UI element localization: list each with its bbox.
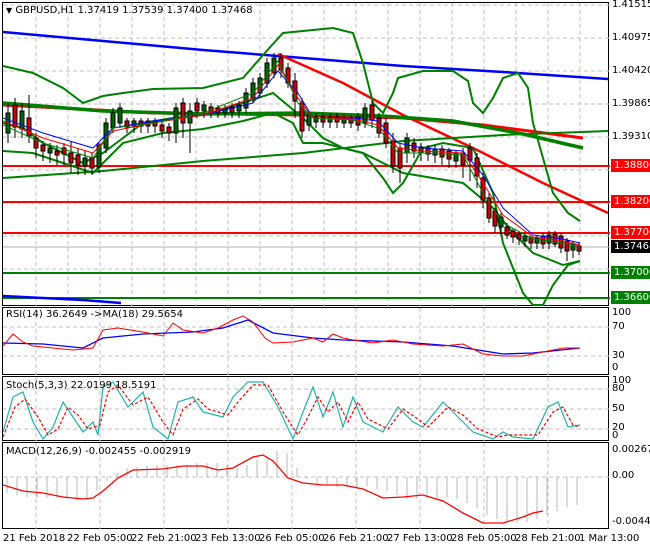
stoch-canvas [3, 377, 610, 442]
macd-title: MACD(12,26,9) -0.002455 -0.002919 [6, 446, 191, 457]
price-tick: 1.40975 [612, 32, 650, 43]
level-tag-1.38800: 1.38800 [611, 159, 650, 172]
price-tick: 1.40420 [612, 65, 650, 76]
price-tick: 1.39310 [612, 131, 650, 142]
rsi-pane[interactable]: RSI(14) 36.2649 ->MA(18) 29.5654 [2, 307, 610, 376]
stoch-tick: 20 [612, 422, 625, 433]
stoch-tick: 0 [612, 430, 619, 441]
time-label: 23 Feb 13:00 [195, 533, 261, 544]
level-tag-1.36600: 1.36600 [611, 291, 650, 304]
rsi-tick: 100 [612, 307, 632, 318]
stoch-pane[interactable]: Stoch(5,3,3) 22.0199 18.5191 [2, 376, 610, 442]
price-chart-canvas [3, 3, 610, 307]
current-price-tag: 1.37468 [611, 240, 650, 253]
chart-title: ▼ GBPUSD,H1 1.37419 1.37539 1.37400 1.37… [6, 5, 253, 16]
level-tag-1.37706: 1.37706 [611, 226, 650, 239]
rsi-tick: 30 [612, 350, 625, 361]
time-label: 27 Feb 13:00 [387, 533, 453, 544]
time-label: 22 Feb 05:00 [67, 533, 133, 544]
level-tag-1.37000: 1.37000 [611, 266, 650, 279]
stoch-tick: 50 [612, 403, 625, 414]
rsi-canvas [3, 308, 610, 376]
price-tick: 1.39865 [612, 98, 650, 109]
ohlc-values: 1.37419 1.37539 1.37400 1.37468 [77, 5, 253, 16]
time-label: 28 Feb 21:00 [515, 533, 581, 544]
time-label: 26 Feb 05:00 [259, 533, 325, 544]
price-tick: 1.41515 [612, 0, 650, 10]
time-label: 22 Feb 21:00 [131, 533, 197, 544]
rsi-tick: 70 [612, 321, 625, 332]
symbol-label: GBPUSD,H1 [15, 5, 75, 16]
time-label: 1 Mar 13:00 [579, 533, 640, 544]
macd-tick: 0.002676 [612, 444, 650, 455]
stoch-tick: 100 [612, 375, 632, 386]
level-tag-1.38200: 1.38200 [611, 195, 650, 208]
time-label: 21 Feb 2018 [3, 533, 66, 544]
time-label: 26 Feb 21:00 [323, 533, 389, 544]
time-label: 28 Feb 05:00 [451, 533, 517, 544]
macd-pane[interactable]: MACD(12,26,9) -0.002455 -0.002919 [2, 442, 610, 530]
price-pane[interactable]: ▼ GBPUSD,H1 1.37419 1.37539 1.37400 1.37… [2, 2, 610, 307]
stoch-tick: 80 [612, 383, 625, 394]
macd-canvas [3, 443, 610, 530]
collapse-arrow-icon[interactable]: ▼ [6, 6, 13, 15]
stoch-title: Stoch(5,3,3) 22.0199 18.5191 [6, 380, 157, 391]
rsi-title: RSI(14) 36.2649 ->MA(18) 29.5654 [6, 309, 183, 320]
macd-tick: -0.004477 [612, 516, 650, 527]
macd-tick: 0.00 [612, 470, 635, 481]
rsi-tick: 0 [612, 362, 619, 373]
candlesticks [5, 53, 582, 261]
